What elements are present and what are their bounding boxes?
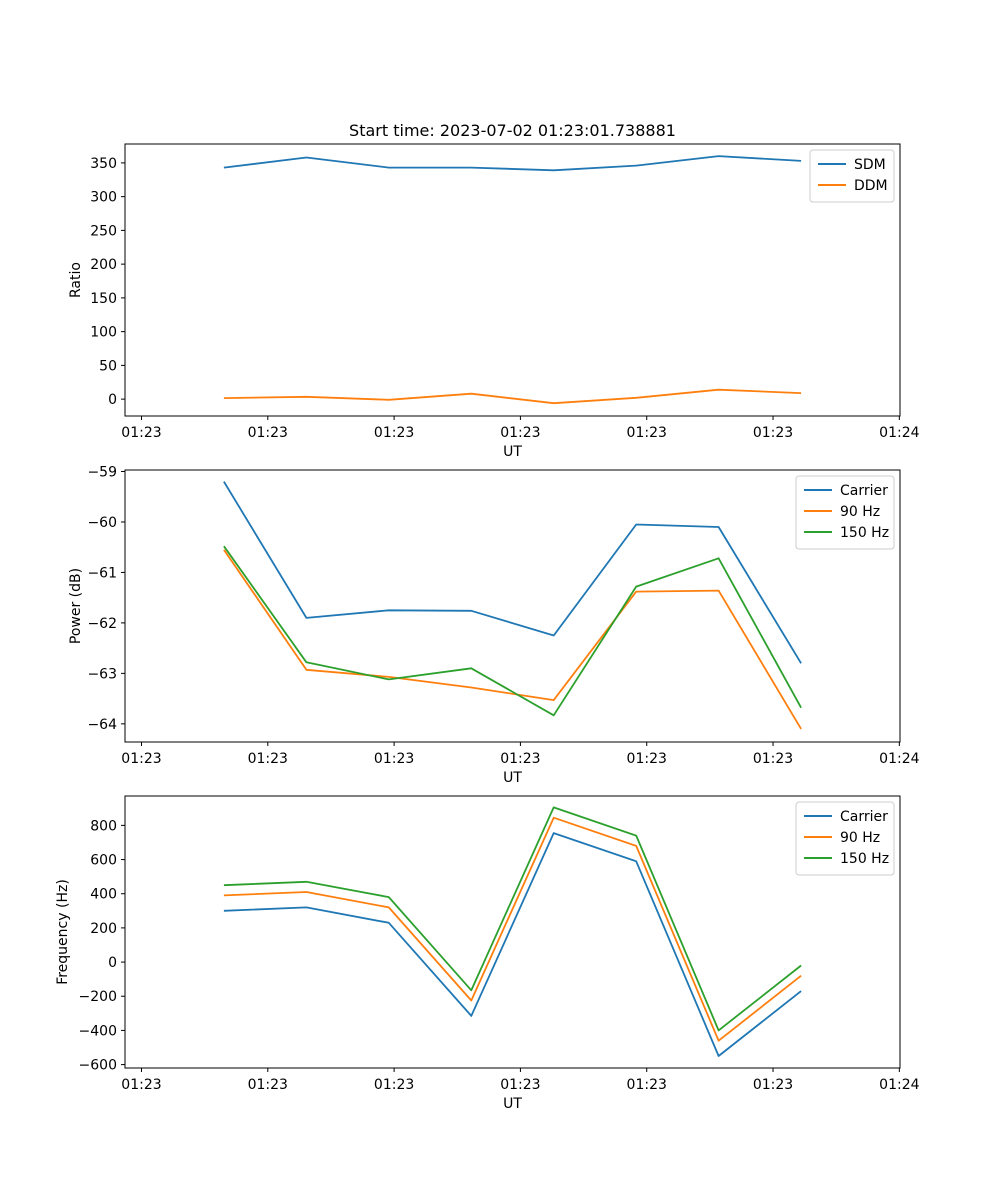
legend: Carrier 90 Hz 150 Hz	[795, 475, 895, 550]
legend-label: Carrier	[840, 483, 888, 499]
legend-label: DDM	[854, 178, 888, 194]
chart-title: Start time: 2023-07-02 01:23:01.738881	[349, 121, 676, 140]
x-tick-label: 01:23	[121, 1077, 161, 1093]
x-tick-label: 01:23	[627, 751, 667, 767]
legend-label: SDM	[854, 157, 886, 173]
x-tick-label: 01:24	[879, 425, 919, 441]
x-tick-label: 01:23	[374, 1077, 414, 1093]
x-tick-label: 01:23	[500, 751, 540, 767]
x-tick-label: 01:23	[753, 1077, 793, 1093]
x-tick-label: 01:23	[248, 751, 288, 767]
y-tick-label: −400	[79, 1023, 117, 1039]
series-line-ddm	[223, 388, 802, 405]
y-tick-label: −200	[79, 989, 117, 1005]
legend-label: 150 Hz	[840, 525, 889, 541]
x-tick-label: 01:23	[753, 425, 793, 441]
series-line-90-hz	[223, 816, 802, 1042]
series-line-90-hz	[223, 549, 802, 730]
series-line-sdm	[223, 155, 802, 172]
x-tick-label: 01:23	[753, 751, 793, 767]
x-tick-label: 01:23	[500, 425, 540, 441]
series-line-carrier	[223, 481, 802, 664]
legend: SDM DDM	[809, 149, 895, 203]
y-axis-label: Frequency (Hz)	[55, 879, 71, 985]
chart-panel-1: 01:23 01:23 01:23 01:23 01:23 01:23 01:24 0 50 10…	[68, 121, 920, 460]
x-tick-label: 01:23	[248, 1077, 288, 1093]
x-tick-label: 01:23	[627, 425, 667, 441]
y-tick-label: −63	[87, 666, 117, 682]
x-tick-label: 01:23	[248, 425, 288, 441]
x-tick-label: 01:24	[879, 751, 919, 767]
y-tick-label: 250	[90, 223, 117, 239]
y-tick-label: −60	[87, 515, 117, 531]
y-tick-label: 800	[90, 818, 117, 834]
legend-label: Carrier	[840, 809, 888, 825]
x-tick-label: 01:23	[121, 751, 161, 767]
y-tick-label: −600	[79, 1058, 117, 1074]
x-tick-label: 01:23	[121, 425, 161, 441]
y-tick-label: 600	[90, 853, 117, 869]
y-axis-label: Ratio	[68, 262, 84, 298]
y-tick-label: −62	[87, 616, 117, 632]
legend-box	[795, 475, 895, 550]
legend-label: 150 Hz	[840, 851, 889, 867]
y-tick-label: 200	[90, 921, 117, 937]
series-line-150-hz	[223, 806, 802, 1032]
legend: Carrier 90 Hz 150 Hz	[795, 801, 895, 876]
series-line-carrier	[223, 832, 802, 1057]
y-tick-label: 0	[108, 392, 117, 408]
y-tick-label: 150	[90, 291, 117, 307]
y-tick-label: 200	[90, 257, 117, 273]
x-tick-label: 01:23	[374, 751, 414, 767]
legend-label: 90 Hz	[840, 830, 880, 846]
y-tick-label: 400	[90, 887, 117, 903]
axes-frame	[124, 795, 901, 1069]
y-tick-label: 350	[90, 156, 117, 172]
y-tick-label: 0	[108, 955, 117, 971]
x-axis-label: UT	[503, 770, 522, 786]
y-axis-label: Power (dB)	[68, 568, 84, 644]
x-tick-label: 01:23	[627, 1077, 667, 1093]
y-tick-label: −59	[87, 465, 117, 481]
x-axis-label: UT	[503, 444, 522, 460]
chart-panel-2: 01:23 01:23 01:23 01:23 01:23 01:23 01:24 −64 −6…	[68, 465, 920, 786]
legend-label: 90 Hz	[840, 504, 880, 520]
axes-frame	[124, 469, 901, 743]
x-tick-label: 01:23	[500, 1077, 540, 1093]
series-line-150-hz	[223, 545, 802, 717]
y-tick-label: 300	[90, 190, 117, 206]
chart-panels: 01:23 01:23 01:23 01:23 01:23 01:23 01:24 0 50 10…	[55, 121, 920, 1112]
x-tick-label: 01:24	[879, 1077, 919, 1093]
y-tick-label: −64	[87, 717, 117, 733]
y-tick-label: −61	[87, 565, 117, 581]
legend-box	[795, 801, 895, 876]
axes-frame	[124, 143, 901, 417]
y-tick-label: 100	[90, 325, 117, 341]
y-tick-label: 50	[99, 358, 117, 374]
x-axis-label: UT	[503, 1096, 522, 1112]
x-tick-label: 01:23	[374, 425, 414, 441]
chart-panel-3: 01:23 01:23 01:23 01:23 01:23 01:23 01:24 −600 −…	[55, 795, 920, 1112]
